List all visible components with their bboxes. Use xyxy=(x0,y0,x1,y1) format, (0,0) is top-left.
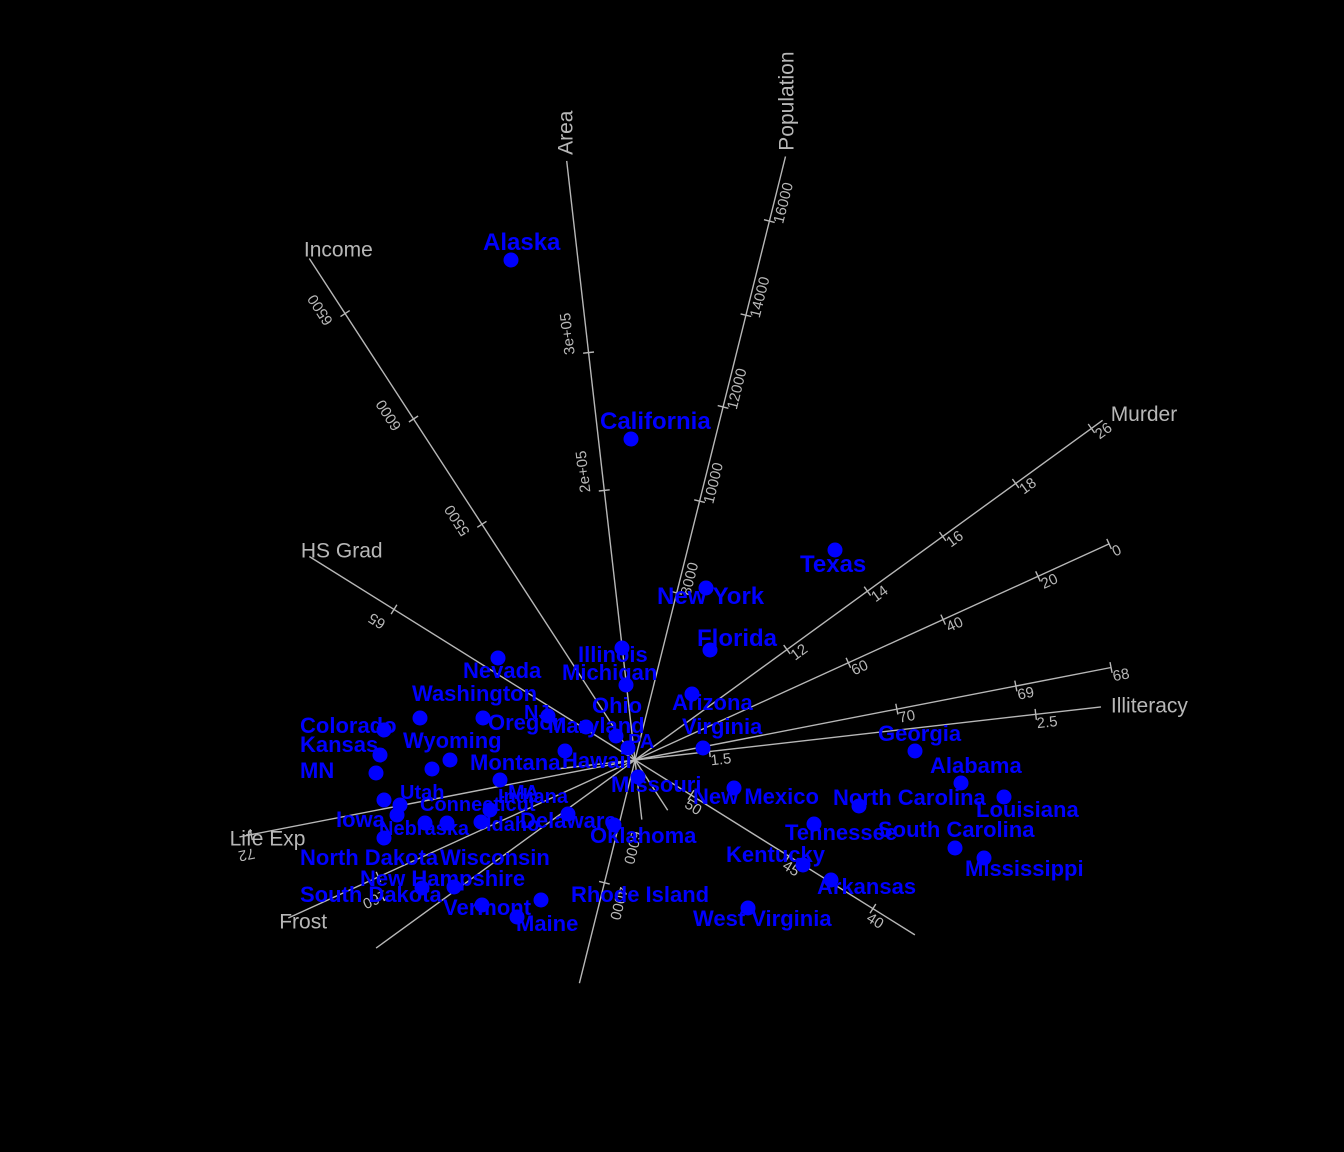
svg-text:Texas: Texas xyxy=(800,551,866,578)
svg-text:12000: 12000 xyxy=(724,367,751,412)
svg-text:South Dakota: South Dakota xyxy=(300,882,443,907)
svg-text:6000: 6000 xyxy=(373,396,405,433)
svg-text:6500: 6500 xyxy=(304,291,336,328)
svg-text:0: 0 xyxy=(1110,541,1125,560)
svg-text:40: 40 xyxy=(863,909,886,932)
svg-text:Murder: Murder xyxy=(1111,403,1178,426)
svg-text:Population: Population xyxy=(775,51,798,150)
svg-text:5500: 5500 xyxy=(441,502,473,539)
svg-text:Oklahoma: Oklahoma xyxy=(590,823,697,848)
svg-text:MN: MN xyxy=(300,758,334,783)
svg-text:16: 16 xyxy=(943,527,966,551)
svg-text:14000: 14000 xyxy=(747,275,774,320)
svg-text:Mississippi: Mississippi xyxy=(965,856,1084,881)
svg-text:20: 20 xyxy=(1038,570,1060,592)
svg-text:Virginia: Virginia xyxy=(682,714,763,739)
svg-text:Alabama: Alabama xyxy=(930,753,1022,778)
svg-text:Income: Income xyxy=(304,239,373,262)
svg-text:Illiteracy: Illiteracy xyxy=(1111,694,1189,717)
svg-text:2e+05: 2e+05 xyxy=(573,450,595,494)
svg-text:Arizona: Arizona xyxy=(672,690,753,715)
svg-text:Nevada: Nevada xyxy=(463,658,542,683)
svg-text:Arkansas: Arkansas xyxy=(817,874,916,899)
svg-text:69: 69 xyxy=(1016,684,1036,704)
svg-text:10000: 10000 xyxy=(700,461,727,506)
svg-text:Washington: Washington xyxy=(412,681,537,706)
svg-text:HS Grad: HS Grad xyxy=(301,540,383,563)
svg-text:40: 40 xyxy=(944,614,966,636)
svg-text:2.5: 2.5 xyxy=(1036,713,1059,732)
svg-text:Georgia: Georgia xyxy=(878,721,962,746)
svg-text:Life Exp: Life Exp xyxy=(230,827,306,850)
svg-text:New York: New York xyxy=(657,583,765,610)
svg-text:PA: PA xyxy=(628,731,654,753)
svg-text:Rhode Island: Rhode Island xyxy=(571,882,709,907)
svg-text:Kansas: Kansas xyxy=(300,732,378,757)
svg-text:New Mexico: New Mexico xyxy=(693,784,819,809)
svg-text:Montana: Montana xyxy=(470,750,561,775)
svg-text:68: 68 xyxy=(1111,665,1131,685)
svg-text:West Virginia: West Virginia xyxy=(693,906,832,931)
svg-text:16000: 16000 xyxy=(770,181,797,226)
svg-text:60: 60 xyxy=(849,657,871,679)
svg-text:Maine: Maine xyxy=(516,911,578,936)
svg-text:Missouri: Missouri xyxy=(611,772,701,797)
svg-text:Nebraska: Nebraska xyxy=(379,818,470,840)
svg-text:3e+05: 3e+05 xyxy=(557,312,579,356)
svg-text:NJ: NJ xyxy=(524,702,550,724)
svg-text:Hawaii: Hawaii xyxy=(562,748,632,773)
svg-text:Florida: Florida xyxy=(697,625,778,652)
svg-text:Michigan: Michigan xyxy=(562,660,657,685)
svg-text:Frost: Frost xyxy=(279,911,327,934)
svg-text:Alaska: Alaska xyxy=(483,229,561,256)
svg-text:18: 18 xyxy=(1016,474,1039,498)
svg-text:Area: Area xyxy=(555,110,578,155)
svg-text:MA: MA xyxy=(508,782,539,804)
svg-text:14: 14 xyxy=(868,582,891,606)
svg-text:65: 65 xyxy=(366,609,389,632)
svg-text:California: California xyxy=(600,408,711,435)
svg-text:12: 12 xyxy=(788,641,811,665)
svg-text:Kentucky: Kentucky xyxy=(726,842,826,867)
svg-text:1.5: 1.5 xyxy=(710,750,733,769)
svg-text:South Carolina: South Carolina xyxy=(878,817,1035,842)
